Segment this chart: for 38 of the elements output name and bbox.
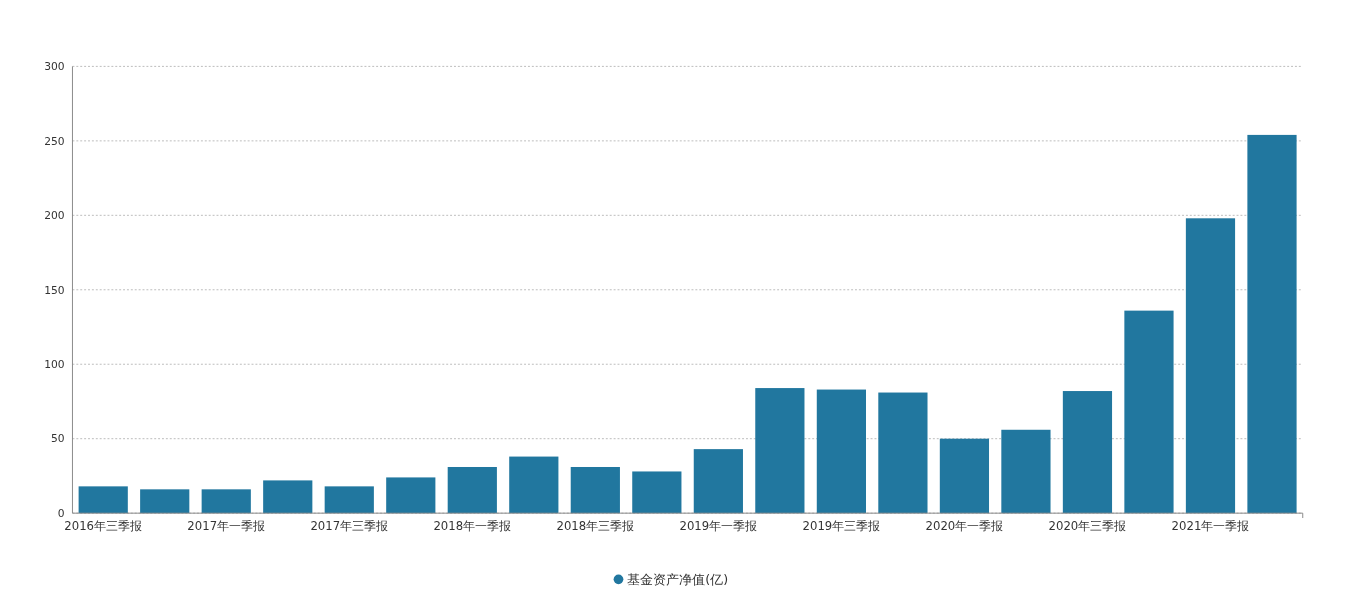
x-tick-label: 2018年一季报 [433,518,512,533]
bar [939,438,990,514]
y-tick-label: 50 [51,432,65,446]
x-tick-label: 2021年一季报 [1171,518,1250,533]
y-tick-label: 150 [44,283,65,297]
bar [816,389,866,514]
y-tick-label: 200 [44,209,65,223]
y-tick-label: 0 [57,506,65,520]
x-tick-label: 2019年三季报 [802,518,881,533]
bar [693,449,743,514]
bar [201,489,251,514]
bar [140,489,190,514]
x-tick-label: 2020年一季报 [925,518,1004,533]
legend-label: 基金资产净值(亿) [627,571,729,587]
x-tick-label: 2020年三季报 [1048,518,1127,533]
x-tick-label: 2019年一季报 [679,518,758,533]
bar [755,388,805,514]
bar [1001,429,1051,514]
bar [78,486,128,514]
bar [1124,310,1174,514]
bar [386,477,436,514]
bar [570,466,620,514]
bar [878,392,928,514]
bar [1062,391,1113,514]
bar [1247,134,1297,514]
bar [1185,218,1236,514]
y-tick-label: 100 [44,357,65,371]
y-tick-label: 250 [44,134,65,148]
bar [509,456,559,514]
bar [632,471,682,514]
y-tick-label: 300 [44,60,65,74]
x-tick-label: 2018年三季报 [556,518,635,533]
bar [263,480,313,514]
bar [324,486,374,514]
bar [447,466,497,514]
x-tick-label: 2016年三季报 [64,518,143,533]
x-tick-label: 2017年一季报 [187,518,266,533]
x-tick-label: 2017年三季报 [310,518,389,533]
